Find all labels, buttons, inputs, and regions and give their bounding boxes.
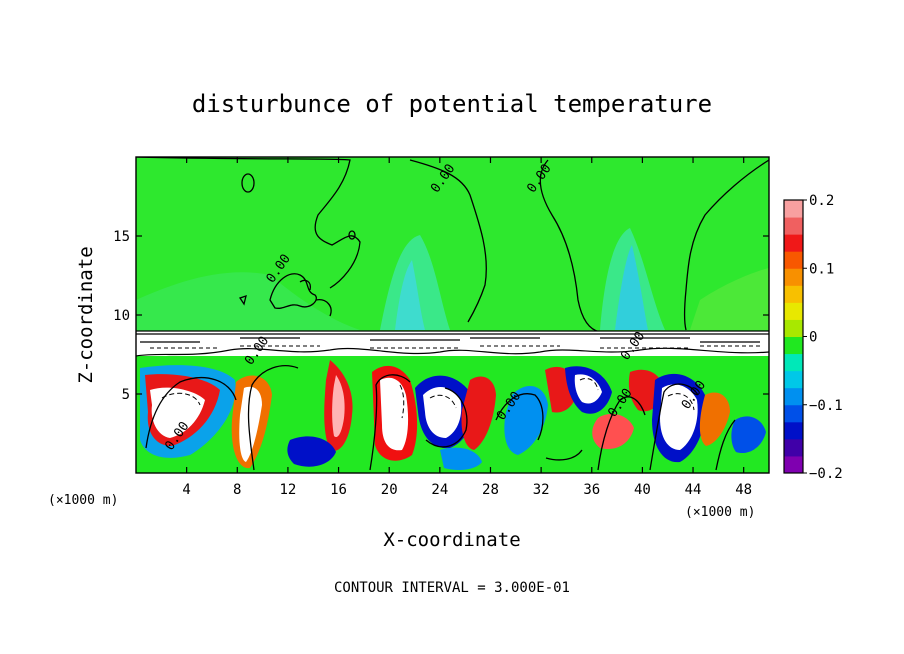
colorbar-swatch <box>784 302 803 320</box>
colorbar-swatch <box>784 336 803 355</box>
x-tick-label: 16 <box>330 482 347 498</box>
y-unit-label: (×1000 m) <box>48 493 118 508</box>
x-unit-label: (×1000 m) <box>685 505 755 520</box>
colorbar-swatch <box>784 387 803 406</box>
contour-interval-note: CONTOUR INTERVAL = 3.000E-01 <box>334 580 570 596</box>
x-axis: 4 8 12 16 20 24 28 32 36 40 44 48 <box>182 157 752 498</box>
plot-area <box>136 157 769 473</box>
x-tick-label: 24 <box>431 482 448 498</box>
x-tick-label: 40 <box>634 482 651 498</box>
mask-band <box>136 331 769 356</box>
colorbar-swatch <box>784 455 803 474</box>
colorbar-swatch <box>784 200 803 218</box>
chart-title: disturbunce of potential temperature <box>192 90 712 118</box>
colorbar-swatch <box>784 438 803 457</box>
colorbar-swatch <box>784 404 803 423</box>
colorbar-swatch <box>784 217 803 235</box>
colorbar-tick-label: 0.1 <box>809 261 834 277</box>
colorbar-tick-label: 0 <box>809 330 817 346</box>
y-tick-label: 5 <box>122 387 130 403</box>
colorbar-swatch <box>784 234 803 252</box>
colorbar-swatch <box>784 268 803 286</box>
lower-dashed-contours <box>161 377 695 419</box>
x-tick-label: 32 <box>533 482 550 498</box>
colorbar-swatch <box>784 353 803 372</box>
colorbar-swatch <box>784 251 803 269</box>
x-axis-label: X-coordinate <box>383 529 520 551</box>
colorbar-tick-label: −0.2 <box>809 466 843 482</box>
colorbar-swatch <box>784 285 803 303</box>
mask-band-outline <box>136 330 769 357</box>
colorbar-swatch <box>784 370 803 389</box>
x-tick-label: 48 <box>735 482 752 498</box>
x-tick-label: 36 <box>583 482 600 498</box>
colorbar-tick-label: 0.2 <box>809 193 834 209</box>
upper-contours <box>136 157 769 333</box>
colorbar-swatch <box>784 421 803 440</box>
lower-field-patches <box>140 360 766 470</box>
y-axis: 5 10 15 <box>113 229 769 403</box>
upper-field-patches <box>136 228 769 335</box>
y-axis-label: Z-coordinate <box>75 246 97 383</box>
x-tick-label: 4 <box>182 482 190 498</box>
y-tick-label: 15 <box>113 229 130 245</box>
x-tick-label: 44 <box>685 482 702 498</box>
y-tick-label: 10 <box>113 308 130 324</box>
mask-band-dashes <box>150 345 760 349</box>
colorbar-swatch <box>784 319 803 337</box>
x-tick-label: 28 <box>482 482 499 498</box>
x-tick-label: 12 <box>279 482 296 498</box>
colorbar-tick-label: −0.1 <box>809 398 843 414</box>
x-tick-label: 8 <box>233 482 241 498</box>
colorbar: 0.2 0.1 0 −0.1 −0.2 <box>783 193 843 482</box>
lower-contours <box>145 365 736 471</box>
x-tick-label: 20 <box>381 482 398 498</box>
